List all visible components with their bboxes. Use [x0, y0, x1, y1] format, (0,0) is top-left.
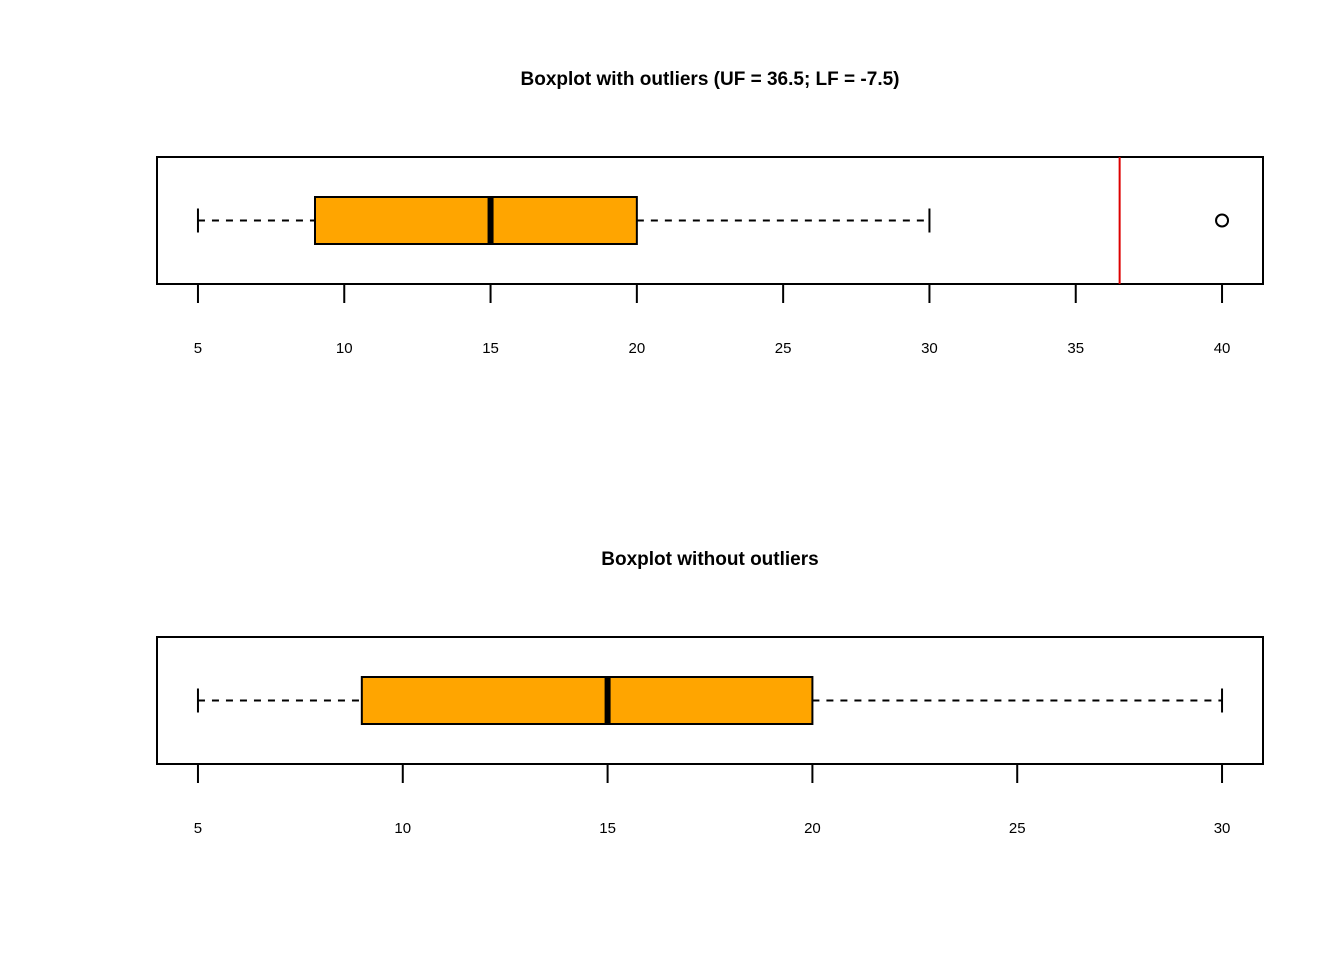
- iqr-box: [314, 196, 638, 245]
- x-tick-label: 40: [1214, 340, 1231, 357]
- chart-title: Boxplot without outliers: [601, 549, 818, 570]
- outlier-point: [1215, 213, 1230, 228]
- x-tick-label: 30: [1214, 820, 1231, 837]
- x-tick-label: 10: [394, 820, 411, 837]
- boxplot-panel-with-outliers: Boxplot with outliers (UF = 36.5; LF = -…: [156, 69, 1264, 357]
- boxplot-panel-without-outliers: Boxplot without outliers 5 10 15 20 25 30: [156, 549, 1264, 837]
- x-tick-label: 25: [1009, 820, 1026, 837]
- plot-frame: [156, 156, 1264, 285]
- x-tick-label: 5: [194, 340, 202, 357]
- x-tick-label: 35: [1067, 340, 1084, 357]
- x-tick-label: 15: [482, 340, 499, 357]
- iqr-box: [360, 676, 814, 725]
- x-tick-label: 5: [194, 820, 202, 837]
- x-tick-label: 30: [921, 340, 938, 357]
- x-tick-label: 20: [629, 340, 646, 357]
- x-tick-label: 25: [775, 340, 792, 357]
- chart-title: Boxplot with outliers (UF = 36.5; LF = -…: [521, 69, 900, 90]
- x-tick-label: 10: [336, 340, 353, 357]
- x-tick-label: 15: [599, 820, 616, 837]
- x-tick-label: 20: [804, 820, 821, 837]
- plot-frame: [156, 636, 1264, 765]
